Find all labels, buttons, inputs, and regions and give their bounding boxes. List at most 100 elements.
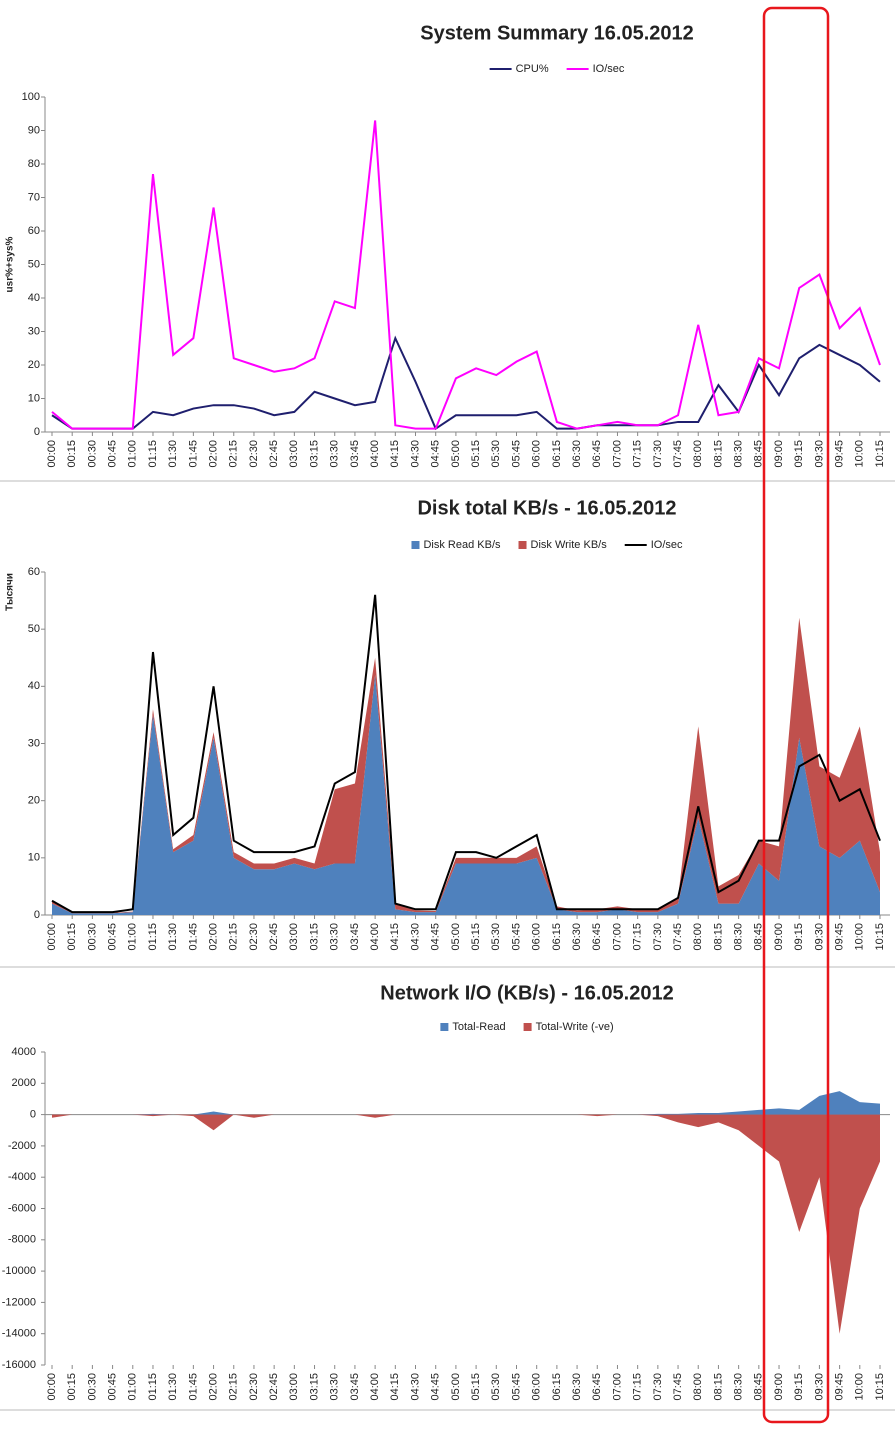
area: [52, 617, 880, 914]
x-tick-label: 02:30: [248, 923, 260, 951]
x-tick-label: 03:00: [288, 440, 300, 468]
x-tick-label: 09:30: [813, 440, 825, 468]
x-tick-label: 09:45: [834, 923, 846, 951]
x-tick-label: 08:30: [733, 1373, 745, 1401]
x-tick-label: 07:30: [652, 923, 664, 951]
x-tick-label: 09:30: [813, 923, 825, 951]
y-tick-label: 40: [28, 292, 40, 304]
x-tick-label: 04:30: [409, 1373, 421, 1401]
x-tick-label: 02:00: [207, 440, 219, 468]
x-tick-label: 00:00: [46, 440, 58, 468]
legend: Disk Read KB/s Disk Write KB/s IO/sec: [411, 539, 683, 551]
x-tick-label: 01:45: [187, 923, 199, 951]
x-tick-label: 00:15: [66, 923, 78, 951]
chart-title: Network I/O (KB/s) - 16.05.2012: [380, 982, 673, 1004]
x-tick-label: 00:15: [66, 1373, 78, 1401]
x-tick-label: 00:45: [106, 440, 118, 468]
legend-label: Disk Read KB/s: [423, 539, 501, 551]
y-tick-label: 30: [28, 325, 40, 337]
x-tick-label: 06:00: [531, 440, 543, 468]
x-tick-label: 05:00: [450, 440, 462, 468]
legend-swatch: [440, 1023, 449, 1031]
x-tick-label: 10:00: [854, 923, 866, 951]
x-tick-label: 04:45: [430, 1373, 442, 1401]
x-tick-label: 05:15: [470, 1373, 482, 1401]
area: [52, 674, 880, 915]
legend-item: CPU%: [489, 63, 549, 75]
x-tick-label: 08:15: [712, 1373, 724, 1401]
chart-title: System Summary 16.05.2012: [420, 22, 694, 44]
legend-item: IO/sec: [624, 539, 683, 551]
x-tick-label: 06:15: [551, 1373, 563, 1401]
legend-label: IO/sec: [651, 539, 683, 551]
x-tick-label: 04:00: [369, 923, 381, 951]
legend: Total-Read Total-Write (-ve): [440, 1021, 614, 1033]
x-tick-label: 09:15: [793, 1373, 805, 1401]
y-tick-label: -10000: [2, 1265, 36, 1277]
x-tick-label: 05:15: [470, 923, 482, 951]
line: [51, 120, 881, 430]
x-tick-label: 07:15: [632, 1373, 644, 1401]
x-tick-label: 09:45: [834, 1373, 846, 1401]
x-tick-label: 08:45: [753, 923, 765, 951]
x-tick-label: 06:15: [551, 440, 563, 468]
x-tick-label: 02:45: [268, 440, 280, 468]
x-tick-label: 06:00: [531, 1373, 543, 1401]
x-tick-label: 01:00: [127, 1373, 139, 1401]
legend-item: Total-Read: [440, 1021, 506, 1033]
x-tick-label: 06:15: [551, 923, 563, 951]
x-tick-label: 01:15: [147, 923, 159, 951]
x-tick-label: 04:30: [409, 923, 421, 951]
legend-label: IO/sec: [593, 63, 625, 75]
x-tick-label: 09:15: [793, 923, 805, 951]
legend-swatch: [411, 541, 420, 549]
x-tick-label: 01:15: [147, 1373, 159, 1401]
y-tick-label: 10: [28, 852, 40, 864]
x-tick-label: 10:00: [854, 440, 866, 468]
x-tick-label: 06:45: [591, 923, 603, 951]
y-tick-label: 90: [28, 124, 40, 136]
y-tick-label: 0: [34, 426, 40, 438]
y-tick-label: 0: [34, 909, 40, 921]
x-tick-label: 03:30: [329, 1373, 341, 1401]
y-tick-label: -16000: [2, 1359, 36, 1371]
x-tick-label: 02:00: [207, 923, 219, 951]
x-tick-label: 01:30: [167, 923, 179, 951]
legend-item: IO/sec: [566, 63, 625, 75]
x-tick-label: 07:30: [652, 440, 664, 468]
y-axis-title: Тысячи: [5, 573, 16, 611]
y-tick-label: 20: [28, 359, 40, 371]
x-tick-label: 03:00: [288, 1373, 300, 1401]
x-tick-label: 01:00: [127, 440, 139, 468]
legend-label: Total-Write (-ve): [536, 1021, 614, 1033]
x-tick-label: 03:15: [308, 440, 320, 468]
x-tick-label: 07:00: [611, 1373, 623, 1401]
x-tick-label: 00:30: [86, 1373, 98, 1401]
y-tick-label: 60: [28, 225, 40, 237]
x-tick-label: 06:30: [571, 923, 583, 951]
x-tick-label: 07:15: [632, 440, 644, 468]
x-tick-label: 06:30: [571, 440, 583, 468]
x-tick-label: 02:15: [228, 440, 240, 468]
legend-label: Disk Write KB/s: [531, 539, 608, 551]
x-tick-label: 02:30: [248, 440, 260, 468]
x-tick-label: 09:00: [773, 923, 785, 951]
x-tick-label: 05:00: [450, 923, 462, 951]
y-tick-label: 70: [28, 191, 40, 203]
x-tick-label: 02:15: [228, 923, 240, 951]
y-tick-label: 50: [28, 623, 40, 635]
legend-swatch: [518, 541, 527, 549]
x-tick-label: 00:00: [46, 1373, 58, 1401]
x-tick-label: 08:00: [692, 1373, 704, 1401]
line: [51, 594, 881, 914]
y-tick-label: -6000: [8, 1202, 36, 1214]
legend-item: Total-Write (-ve): [523, 1021, 614, 1033]
x-tick-label: 04:00: [369, 1373, 381, 1401]
y-tick-label: 100: [22, 91, 40, 103]
x-tick-label: 08:45: [753, 440, 765, 468]
x-tick-label: 05:30: [490, 1373, 502, 1401]
x-tick-label: 08:00: [692, 923, 704, 951]
charts: System Summary 16.05.2012 usr%+sys% 0 10 20 3…: [2, 22, 890, 1401]
x-tick-label: 07:00: [611, 923, 623, 951]
